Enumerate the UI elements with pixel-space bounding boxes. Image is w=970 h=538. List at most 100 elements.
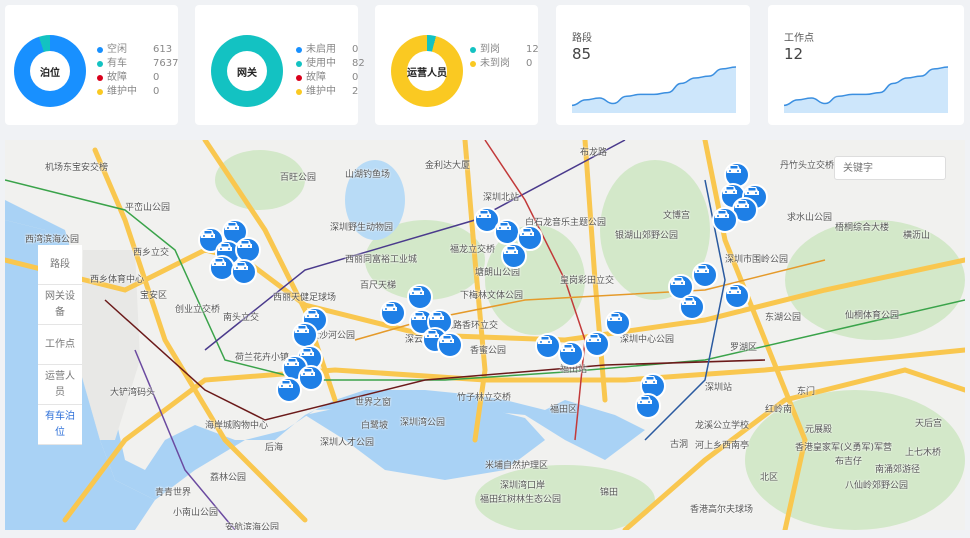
- donut-legend: 未启用 0 使用中 82 故障 0 维护中 2: [296, 43, 365, 99]
- donut-chart: 泊位: [14, 35, 86, 107]
- map-label: 布龙路: [580, 148, 608, 158]
- car-icon: [643, 376, 657, 384]
- legend-dot: [296, 75, 302, 81]
- layer-menu: 路段 网关设备 工作点 运营人员 有车泊位: [38, 245, 82, 445]
- car-icon: [410, 287, 424, 295]
- map-label: 青青世界: [155, 488, 192, 498]
- legend-item: 未启用 0: [296, 43, 365, 57]
- map-label: 福田区: [550, 405, 578, 415]
- map-label: 深圳湾口岸: [500, 481, 546, 491]
- legend-value: 7637: [153, 58, 179, 69]
- layer-menu-item[interactable]: 网关设备: [38, 285, 82, 325]
- map-label: 深圳湾公园: [400, 418, 446, 428]
- car-icon: [497, 222, 511, 230]
- map-label: 平峦山公园: [125, 203, 171, 213]
- car-marker[interactable]: [712, 207, 738, 233]
- legend-dot: [97, 89, 103, 95]
- car-marker[interactable]: [558, 341, 584, 367]
- car-marker[interactable]: [298, 365, 324, 391]
- donut-title: 泊位: [30, 51, 70, 91]
- car-marker[interactable]: [209, 255, 235, 281]
- legend-label: 使用中: [306, 58, 336, 69]
- car-marker[interactable]: [407, 284, 433, 310]
- map-label: 河上乡西南亭: [695, 441, 750, 451]
- car-icon: [212, 258, 226, 266]
- car-icon: [715, 210, 729, 218]
- car-marker[interactable]: [732, 197, 758, 223]
- map-label: 安航滨海公园: [225, 523, 280, 530]
- car-icon: [201, 230, 215, 238]
- legend-value: 2: [352, 86, 359, 97]
- map-label: 天后宫: [915, 419, 943, 429]
- legend-value: 0: [352, 72, 359, 83]
- legend-value: 0: [526, 58, 533, 69]
- legend-label: 空闲: [107, 44, 127, 55]
- car-marker[interactable]: [231, 259, 257, 285]
- car-marker[interactable]: [292, 322, 318, 348]
- map-label: 元展殿: [805, 425, 833, 435]
- car-marker[interactable]: [474, 207, 500, 233]
- car-marker[interactable]: [605, 310, 631, 336]
- car-icon: [538, 336, 552, 344]
- map-label: 山湖钓鱼场: [345, 170, 391, 180]
- car-marker[interactable]: [635, 393, 661, 419]
- map-label: 北区: [760, 473, 779, 483]
- car-icon: [238, 240, 252, 248]
- car-marker[interactable]: [584, 331, 610, 357]
- layer-menu-item[interactable]: 路段: [38, 245, 82, 285]
- map[interactable]: 机场东宝安交榜 平峦山公园 西湾滨海公园 西乡立交 西乡体育中心 宝安区 大铲湾码头 创业立交…: [5, 140, 965, 530]
- layer-menu-item[interactable]: 工作点: [38, 325, 82, 365]
- car-marker[interactable]: [494, 219, 520, 245]
- legend-label: 到岗: [480, 44, 500, 55]
- car-icon: [383, 303, 397, 311]
- car-marker[interactable]: [437, 332, 463, 358]
- car-icon: [300, 348, 314, 356]
- map-label: 罗湖区: [730, 343, 758, 353]
- donut-title: 网关: [227, 51, 267, 91]
- map-label: 荷兰花卉小镇: [235, 353, 290, 363]
- legend-dot: [97, 47, 103, 53]
- map-label: 横沥山: [903, 231, 931, 241]
- legend-value: 0: [153, 86, 160, 97]
- map-label: 香港高尔夫球场: [690, 505, 754, 515]
- legend-label: 故障: [306, 72, 326, 83]
- map-label: 求水山公园: [787, 213, 833, 223]
- map-label: 竹子林立交桥: [457, 393, 512, 403]
- stat-value: 12: [784, 45, 804, 63]
- car-marker[interactable]: [235, 237, 261, 263]
- map-label: 机场东宝安交榜: [45, 163, 109, 173]
- car-marker[interactable]: [724, 283, 750, 309]
- legend-dot: [97, 61, 103, 67]
- sparkline-chart: [784, 66, 948, 113]
- car-marker[interactable]: [692, 262, 718, 288]
- car-marker[interactable]: [517, 225, 543, 251]
- car-icon: [285, 358, 299, 366]
- car-marker[interactable]: [276, 377, 302, 403]
- map-label: 福田红树林生态公园: [480, 495, 562, 505]
- car-marker[interactable]: [679, 294, 705, 320]
- map-label: 布吉仔: [835, 457, 863, 467]
- layer-menu-item[interactable]: 运营人员: [38, 365, 82, 405]
- map-label: 龙溪公立学校: [695, 421, 750, 431]
- map-label: 东门: [797, 387, 816, 397]
- layer-menu-item[interactable]: 有车泊位: [38, 405, 82, 445]
- legend-label: 维护中: [107, 86, 137, 97]
- legend-label: 维护中: [306, 86, 336, 97]
- car-marker[interactable]: [501, 243, 527, 269]
- car-icon: [234, 262, 248, 270]
- map-label: 世界之窗: [355, 398, 392, 408]
- road-segment-card: 路段 85: [556, 5, 750, 125]
- car-icon: [638, 396, 652, 404]
- keyword-search-input[interactable]: [834, 156, 946, 180]
- map-label: 深圳北站: [483, 193, 520, 203]
- map-label: 红岭南: [765, 405, 793, 415]
- map-label: 八仙岭郊野公园: [845, 481, 909, 491]
- gateway-card: 网关 未启用 0 使用中 82 故障 0 维护中 2: [195, 5, 365, 125]
- map-label: 银湖山郊野公园: [615, 231, 679, 241]
- map-label: 深圳站: [705, 383, 733, 393]
- legend-dot: [97, 75, 103, 81]
- car-icon: [295, 325, 309, 333]
- work-point-card: 工作点 12: [768, 5, 964, 125]
- car-marker[interactable]: [380, 300, 406, 326]
- donut-legend: 到岗 12 未到岗 0: [470, 43, 539, 71]
